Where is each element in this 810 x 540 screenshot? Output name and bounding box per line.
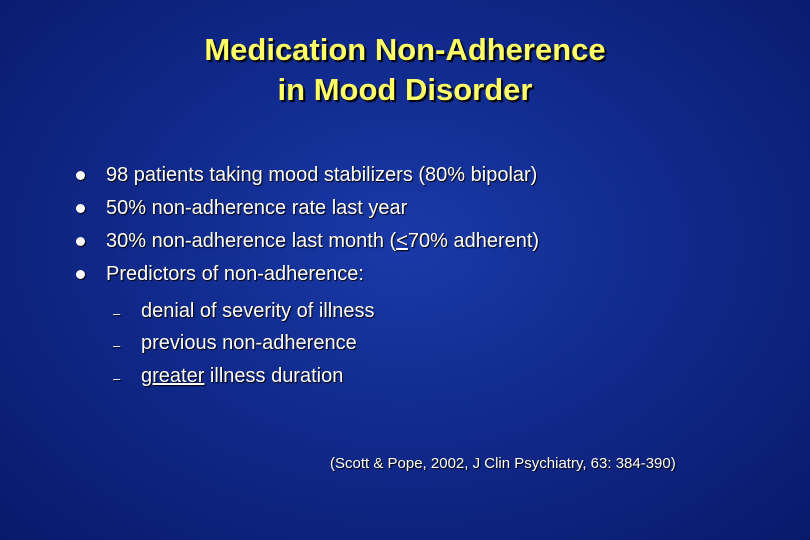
text-segment: illness duration [204,365,344,387]
citation: (Scott & Pope, 2002, J Clin Psychiatry, … [330,455,676,472]
text-segment: previous non-adherence [141,332,357,354]
bullet-text: Predictors of non-adherence: [106,262,364,286]
text-segment: 30% non-adherence last month ( [106,230,397,252]
text-segment: greater [141,365,205,387]
text-segment: Predictors of non-adherence: [106,263,364,285]
text-segment: 50% non-adherence rate last year [106,197,408,219]
bullet-dot [76,204,85,213]
text-segment: 70% adherent) [407,230,540,252]
sub-bullet-dash: – [113,338,121,353]
bullet-dot [76,237,85,246]
text-segment: < [396,230,408,252]
text-segment: 98 patients taking mood stabilizers (80%… [106,164,538,186]
slide-title: in Mood Disorder [277,72,533,107]
bullet-text: 30% non-adherence last month (<70% adher… [106,229,539,253]
text-segment: denial of severity of illness [141,300,375,322]
bullet-text: 98 patients taking mood stabilizers (80%… [106,163,537,187]
bullet-dot [76,171,85,180]
sub-bullet-dash: – [113,371,121,386]
sub-bullet-text: previous non-adherence [141,331,357,355]
bullet-dot [76,270,85,279]
sub-bullet-text: denial of severity of illness [141,299,374,323]
sub-bullet-text: greater illness duration [141,364,343,388]
bullet-text: 50% non-adherence rate last year [106,196,407,220]
sub-bullet-dash: – [113,306,121,321]
slide-title: Medication Non-Adherence [204,32,606,67]
